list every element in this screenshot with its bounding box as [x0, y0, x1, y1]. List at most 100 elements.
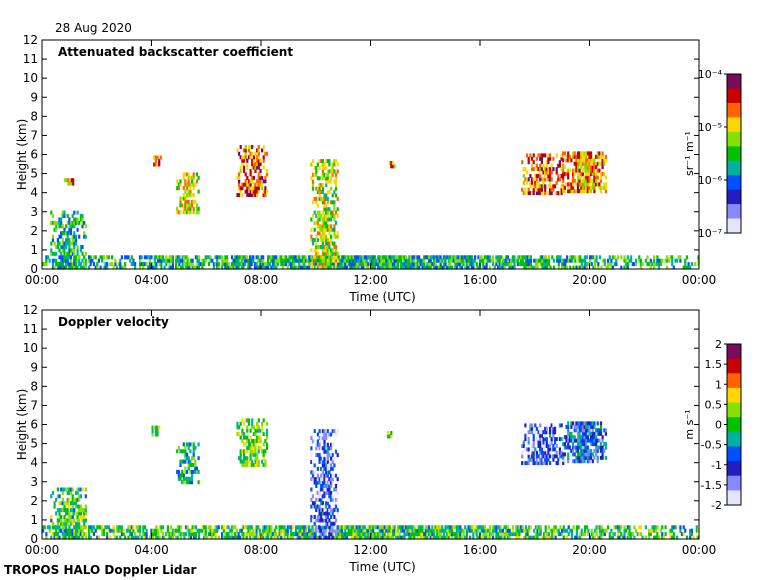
data-cell [192, 175, 195, 180]
data-cell [487, 255, 490, 260]
data-cell [437, 525, 440, 530]
data-cell [45, 258, 48, 263]
data-cell [581, 154, 584, 159]
data-cell [593, 435, 596, 440]
data-cell [557, 258, 560, 263]
data-cell [651, 525, 654, 530]
data-cell [580, 258, 583, 263]
data-cell [334, 245, 338, 249]
data-cell [408, 258, 411, 263]
y-tick-label: 7 [30, 398, 38, 412]
data-cell [492, 258, 495, 263]
data-cell [241, 459, 244, 464]
data-cell [262, 525, 265, 530]
data-cell [598, 445, 601, 450]
data-cell [42, 528, 45, 533]
data-cell [542, 461, 545, 466]
data-cell [56, 262, 59, 267]
data-cell [74, 241, 78, 246]
data-cell [545, 167, 548, 172]
data-cell [323, 484, 326, 488]
data-cell [182, 476, 185, 481]
data-cell [262, 145, 265, 149]
data-cell [321, 432, 324, 437]
data-cell [537, 430, 540, 435]
data-cell [518, 532, 521, 537]
data-cell [92, 532, 96, 537]
data-cell [189, 535, 192, 540]
data-cell [238, 182, 241, 187]
data-cell [323, 227, 326, 232]
data-cell [530, 177, 534, 182]
data-cell [648, 535, 651, 540]
data-cell [331, 508, 334, 513]
data-cell [390, 535, 393, 540]
data-cell [633, 525, 636, 530]
y-tick-label: 3 [30, 475, 38, 489]
data-cell [562, 189, 565, 194]
data-cell [197, 456, 200, 461]
data-cell [588, 455, 591, 460]
data-cell [318, 535, 321, 540]
data-cell [63, 535, 66, 540]
data-cell [326, 429, 329, 434]
data-cell [591, 428, 594, 433]
data-cell [199, 528, 202, 533]
data-cell [518, 255, 521, 260]
data-cell [114, 535, 117, 540]
data-cell [53, 535, 56, 540]
data-cell [560, 437, 563, 442]
y-tick-label: 9 [30, 90, 38, 104]
data-cell [610, 258, 613, 263]
data-cell [138, 262, 142, 267]
data-cell [344, 535, 347, 540]
data-cell [386, 431, 390, 435]
data-cell [58, 241, 61, 246]
data-cell [63, 251, 66, 256]
data-cell [270, 528, 273, 533]
data-cell [273, 265, 276, 270]
data-cell [428, 265, 431, 270]
data-cell [421, 265, 424, 270]
data-cell [495, 535, 498, 540]
data-cell [325, 172, 328, 177]
data-cell [522, 440, 525, 445]
data-cell [677, 255, 680, 260]
data-cell [534, 447, 537, 452]
data-cell [508, 532, 511, 537]
data-cell [421, 262, 424, 267]
data-cell [74, 258, 78, 263]
data-cell [257, 182, 260, 187]
data-cell [365, 535, 368, 540]
data-cell [573, 435, 576, 440]
data-cell [354, 258, 357, 263]
data-cell [557, 177, 560, 182]
data-cell [255, 265, 258, 270]
data-cell [535, 461, 538, 466]
data-cell [595, 428, 598, 433]
data-cell [585, 161, 588, 166]
data-cell [336, 258, 339, 263]
data-cell [253, 262, 257, 267]
data-cell [588, 172, 591, 177]
data-cell [363, 532, 367, 537]
data-cell [639, 258, 643, 263]
data-cell [321, 258, 324, 263]
data-cell [492, 262, 495, 267]
data-cell [240, 255, 243, 260]
data-cell [192, 193, 195, 197]
data-cell [585, 151, 588, 156]
data-cell [330, 535, 333, 540]
data-cell [321, 265, 324, 270]
data-cell [333, 169, 336, 174]
data-cell [500, 532, 503, 537]
data-cell [76, 532, 79, 537]
data-cell [68, 241, 71, 246]
data-cell [482, 532, 485, 537]
data-cell [547, 532, 551, 537]
data-cell [250, 262, 253, 267]
data-cell [321, 227, 324, 232]
data-cell [511, 258, 514, 263]
data-cell [318, 477, 321, 482]
data-cell [424, 528, 427, 533]
